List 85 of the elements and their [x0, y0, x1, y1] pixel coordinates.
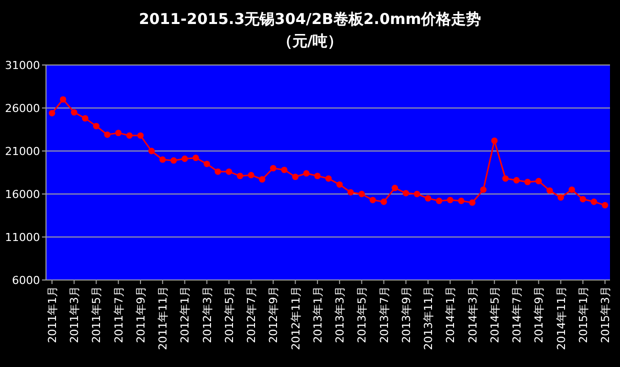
point	[60, 96, 66, 103]
point	[590, 198, 598, 205]
x-tick-label: 2014年9月	[532, 286, 546, 343]
x-tick-label: 2012年9月	[267, 286, 280, 343]
x-tick-label: 2013年1月	[311, 286, 324, 343]
x-tick-label: 2011年5月	[90, 286, 104, 343]
point	[226, 168, 232, 175]
point	[104, 131, 110, 138]
point	[414, 190, 420, 198]
y-tick-label: 31000	[5, 58, 40, 72]
point	[602, 202, 608, 208]
x-tick-label: 2013年7月	[378, 286, 391, 343]
point	[281, 166, 288, 174]
point	[115, 130, 122, 136]
x-tick-label: 2014年11月	[554, 286, 568, 350]
point	[513, 177, 520, 184]
point	[314, 172, 321, 180]
x-tick-label: 2014年5月	[488, 286, 502, 343]
point	[214, 168, 222, 175]
point	[546, 187, 553, 194]
point	[303, 170, 310, 177]
chart-title: 2011-2015.3无锡304/2B卷板2.0mm价格走势	[138, 10, 482, 28]
point	[502, 175, 509, 182]
point	[480, 186, 487, 193]
point	[535, 178, 542, 184]
x-tick-label: 2014年1月	[444, 286, 458, 343]
point	[93, 122, 100, 130]
point	[336, 181, 343, 188]
x-tick-label: 2013年5月	[356, 286, 369, 343]
x-tick-label: 2012年1月	[178, 286, 192, 343]
point	[458, 198, 464, 204]
x-tick-label: 2012年3月	[200, 286, 214, 343]
point	[436, 198, 442, 204]
point	[446, 196, 454, 204]
point	[402, 190, 410, 196]
point	[568, 186, 576, 193]
point	[392, 184, 398, 192]
point	[192, 154, 199, 162]
x-tick-label: 2013年9月	[400, 286, 413, 343]
point	[159, 156, 166, 163]
point	[469, 199, 476, 206]
x-tick-label: 2011年1月	[46, 286, 59, 343]
point	[248, 172, 254, 178]
x-tick-label: 2015年3月	[599, 286, 612, 343]
x-tick-label: 2011年9月	[134, 286, 148, 343]
point	[491, 137, 498, 144]
point	[258, 176, 266, 183]
x-tick-label: 2014年3月	[466, 286, 480, 343]
x-tick-label: 2012年7月	[245, 286, 258, 343]
point	[48, 110, 56, 116]
point	[126, 132, 133, 139]
y-tick-label: 16000	[5, 188, 40, 201]
point	[292, 174, 299, 180]
point	[182, 156, 188, 162]
point	[70, 109, 78, 116]
y-tick-label: 21000	[5, 144, 40, 158]
point	[347, 189, 354, 196]
x-tick-label: 2013年11月	[422, 286, 436, 350]
point	[137, 132, 144, 139]
point	[370, 196, 376, 204]
point	[236, 172, 244, 180]
x-tick-label: 2011年11月	[156, 286, 170, 350]
point	[82, 115, 88, 122]
point	[524, 178, 531, 186]
x-tick-label: 2011年3月	[68, 286, 82, 343]
x-tick-label: 2011年7月	[112, 286, 126, 343]
point	[270, 165, 276, 172]
chart-subtitle: （元/吨）	[277, 32, 343, 50]
point	[380, 198, 387, 205]
x-tick-label: 2015年1月	[576, 286, 590, 343]
point	[358, 190, 365, 198]
point	[424, 195, 432, 202]
y-tick-label: 6000	[12, 274, 40, 287]
x-tick-label: 2013年3月	[334, 286, 347, 343]
x-tick-label: 2014年7月	[510, 286, 524, 343]
point	[558, 194, 564, 201]
x-tick-label: 2012年11月	[289, 286, 302, 350]
point	[580, 196, 586, 202]
point	[170, 157, 177, 164]
point	[148, 148, 155, 154]
point	[325, 175, 332, 182]
point	[204, 160, 210, 168]
y-tick-label: 11000	[5, 230, 40, 244]
y-tick-label: 26000	[5, 102, 40, 115]
x-tick-label: 2012年5月	[222, 286, 236, 343]
